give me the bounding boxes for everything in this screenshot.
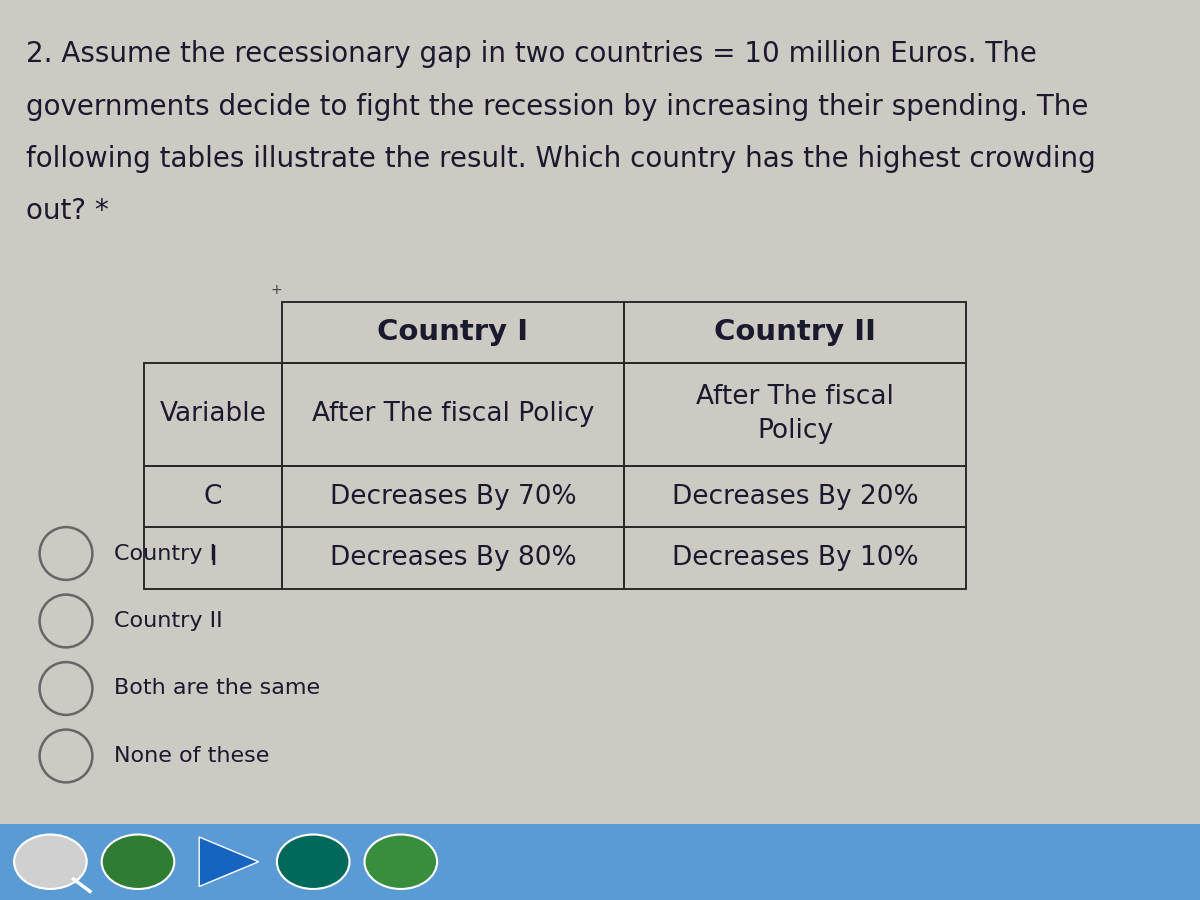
Bar <box>282 466 624 527</box>
Text: Variable: Variable <box>160 401 266 428</box>
Bar <box>282 527 624 589</box>
Text: Both are the same: Both are the same <box>114 679 320 698</box>
Text: C: C <box>204 484 222 509</box>
Text: Decreases By 70%: Decreases By 70% <box>330 484 576 509</box>
Circle shape <box>102 834 174 889</box>
Bar <box>144 302 282 363</box>
Text: +: + <box>270 283 282 297</box>
Text: None of these: None of these <box>114 746 269 766</box>
Text: Decreases By 80%: Decreases By 80% <box>330 545 576 571</box>
Bar <box>282 302 624 363</box>
Bar <box>144 466 282 527</box>
Bar <box>144 466 282 527</box>
Circle shape <box>14 834 86 889</box>
Bar <box>282 302 624 363</box>
Text: After The fiscal
Policy: After The fiscal Policy <box>696 384 894 445</box>
Text: I: I <box>209 545 217 571</box>
Bar <box>282 363 624 466</box>
Text: Decreases By 20%: Decreases By 20% <box>672 484 918 509</box>
Bar <box>624 466 966 527</box>
Bar <box>282 466 624 527</box>
Bar <box>144 363 282 466</box>
Bar <box>0 824 1200 900</box>
Bar <box>144 363 282 466</box>
Bar <box>282 363 624 466</box>
Bar <box>144 527 282 589</box>
Circle shape <box>277 834 349 889</box>
Text: Decreases By 10%: Decreases By 10% <box>672 545 918 571</box>
Bar <box>624 302 966 363</box>
Text: After The fiscal Policy: After The fiscal Policy <box>312 401 594 428</box>
Bar <box>624 363 966 466</box>
Text: Country II: Country II <box>714 318 876 346</box>
Bar <box>624 363 966 466</box>
Text: Country I: Country I <box>114 544 216 563</box>
Polygon shape <box>199 837 259 886</box>
Bar <box>624 302 966 363</box>
Text: following tables illustrate the result. Which country has the highest crowding: following tables illustrate the result. … <box>26 145 1096 173</box>
Bar <box>624 527 966 589</box>
Circle shape <box>365 834 437 889</box>
Text: 2. Assume the recessionary gap in two countries = 10 million Euros. The: 2. Assume the recessionary gap in two co… <box>26 40 1037 68</box>
Bar <box>144 527 282 589</box>
Text: out? *: out? * <box>26 197 109 225</box>
Bar <box>624 466 966 527</box>
Bar <box>624 527 966 589</box>
Text: Country I: Country I <box>378 318 528 346</box>
Text: Country II: Country II <box>114 611 223 631</box>
Text: governments decide to fight the recession by increasing their spending. The: governments decide to fight the recessio… <box>26 93 1088 121</box>
Bar <box>282 527 624 589</box>
